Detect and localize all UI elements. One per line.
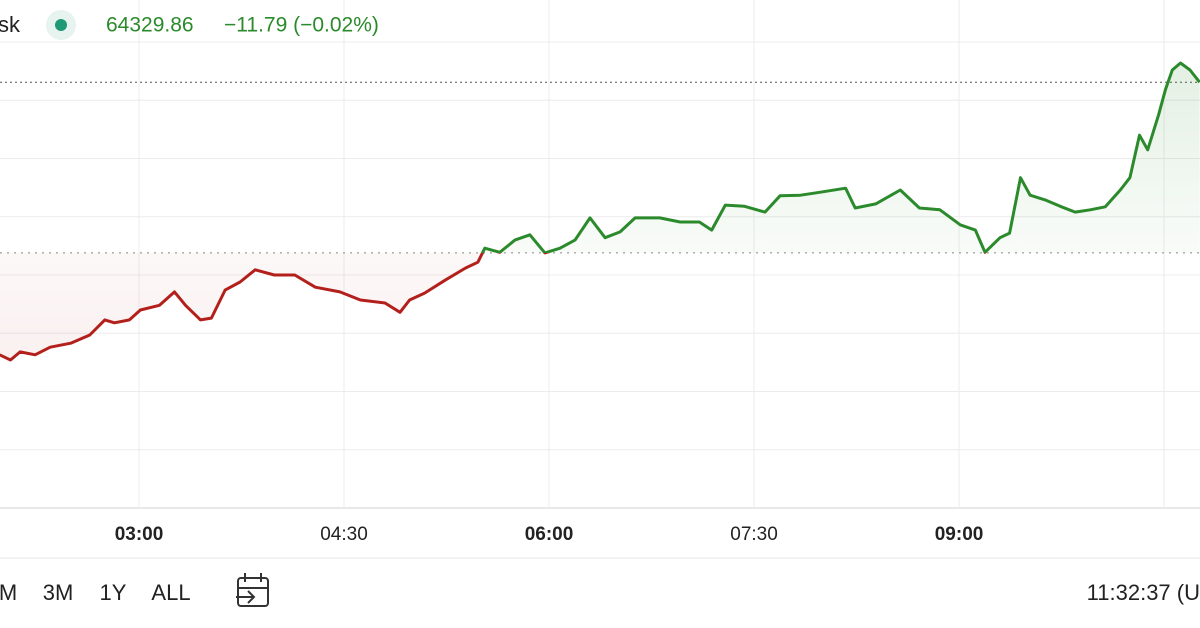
range-button[interactable]: 1Y	[100, 580, 127, 605]
range-button[interactable]: 3M	[43, 580, 74, 605]
x-tick-label: 09:00	[935, 524, 984, 545]
calendar-icon[interactable]	[236, 573, 269, 607]
price-change: −11.79 (−0.02%)	[224, 14, 379, 37]
symbol: sk	[0, 12, 21, 37]
status-dot	[55, 19, 67, 31]
x-tick-label: 04:30	[320, 524, 368, 545]
range-button[interactable]: M	[0, 580, 17, 605]
price-line-series	[0, 61, 1200, 362]
x-tick-label: 03:00	[115, 524, 164, 545]
x-tick-label: 07:30	[730, 524, 778, 545]
clock: 11:32:37 (U	[1087, 580, 1200, 605]
price-area	[0, 63, 1200, 360]
range-button[interactable]: ALL	[151, 580, 190, 605]
x-tick-label: 06:00	[525, 524, 574, 545]
price: 64329.86	[106, 14, 194, 37]
